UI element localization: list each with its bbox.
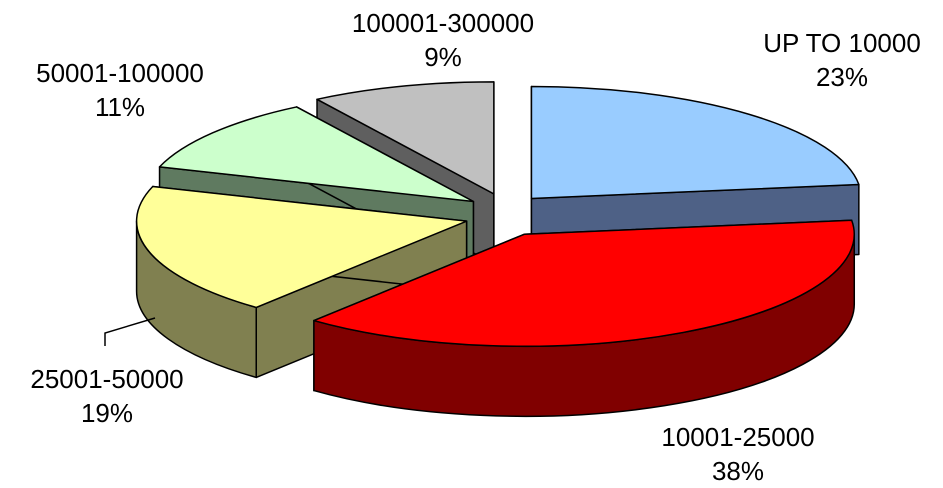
slice-percent-up-to-10000: 23%: [816, 62, 868, 92]
slice-label-50001-100000: 50001-100000: [36, 58, 204, 88]
slice-label-25001-50000: 25001-50000: [30, 364, 183, 394]
slice-25001-50000: [135, 185, 468, 379]
leader-line-25001-50000: [104, 317, 156, 346]
slice-label-up-to-10000: UP TO 10000: [763, 28, 921, 58]
slice-top-100001-300000: [316, 81, 495, 195]
slice-top-50001-100000: [158, 106, 475, 203]
slice-label-100001-300000: 100001-300000: [352, 8, 534, 38]
slice-percent-100001-300000: 9%: [424, 42, 462, 72]
slice-10001-25000: [313, 219, 856, 418]
slice-label-10001-25000: 10001-25000: [661, 422, 814, 452]
slice-percent-10001-25000: 38%: [712, 456, 764, 486]
slice-top-10001-25000: [313, 219, 856, 348]
slice-top-up-to-10000: [530, 85, 860, 200]
slice-percent-50001-100000: 11%: [95, 92, 145, 122]
slice-percent-25001-50000: 19%: [81, 398, 133, 428]
slice-top-25001-50000: [135, 185, 468, 309]
